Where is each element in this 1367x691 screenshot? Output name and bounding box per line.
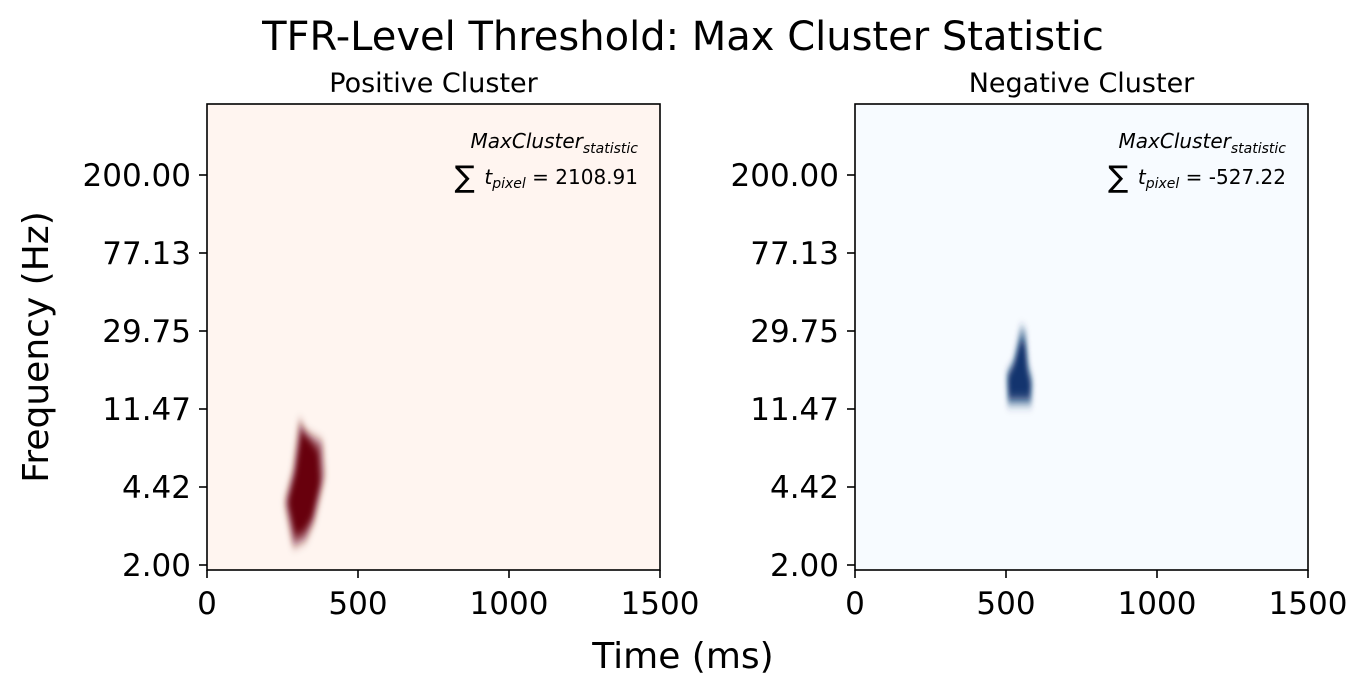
x-tick-label: 0 [845, 586, 865, 622]
cluster-core [287, 428, 321, 537]
cluster-blob [1005, 326, 1034, 406]
y-tick-label: 4.42 [770, 470, 839, 506]
heatmap-background [855, 104, 1308, 570]
x-tick-label: 1000 [1118, 586, 1197, 622]
y-tick-label: 4.42 [122, 470, 191, 506]
y-tick-label: 2.00 [770, 548, 839, 584]
x-tick-label: 0 [197, 586, 217, 622]
y-tick-label: 29.75 [102, 314, 191, 350]
panel-title: Negative Cluster [969, 68, 1195, 99]
x-tick-label: 1000 [470, 586, 549, 622]
y-tick-label: 29.75 [750, 314, 839, 350]
annotation-line2: ∑ tpixel = -527.22 [1108, 160, 1286, 195]
annotation-line1: MaxClusterstatistic [471, 129, 639, 157]
y-tick-label: 77.13 [102, 236, 191, 272]
y-tick-label: 200.00 [83, 158, 191, 194]
y-tick-label: 2.00 [122, 548, 191, 584]
annotation-line2: ∑ tpixel = 2108.91 [455, 160, 638, 195]
cluster-blob [284, 418, 325, 548]
heatmap-background [207, 104, 660, 570]
y-tick-label: 11.47 [102, 392, 191, 428]
cluster-region [284, 418, 325, 548]
figure-ylabel: Frequency (Hz) [16, 211, 57, 482]
axes-frame [206, 103, 661, 571]
cluster-core [1007, 338, 1031, 399]
y-tick-label: 200.00 [731, 158, 839, 194]
panel-title: Positive Cluster [329, 68, 538, 99]
x-tick-label: 500 [976, 586, 1035, 622]
negative-cluster-panel: Negative Cluster 0 500 1000 1500 2.00 4.42 11.4… [731, 68, 1348, 622]
y-tick-label: 77.13 [750, 236, 839, 272]
annotation-line1: MaxClusterstatistic [1119, 129, 1287, 157]
figure-title: TFR-Level Threshold: Max Cluster Statist… [261, 14, 1104, 60]
y-tick-label: 11.47 [750, 392, 839, 428]
x-tick-label: 1500 [1269, 586, 1348, 622]
x-tick-label: 500 [328, 586, 387, 622]
positive-cluster-panel: Positive Cluster 0 500 1000 1500 2.00 4.42 11.4… [83, 68, 700, 622]
axes-frame [854, 103, 1309, 571]
figure-xlabel: Time (ms) [591, 636, 773, 677]
cluster-region [1005, 326, 1034, 406]
x-tick-label: 1500 [621, 586, 700, 622]
